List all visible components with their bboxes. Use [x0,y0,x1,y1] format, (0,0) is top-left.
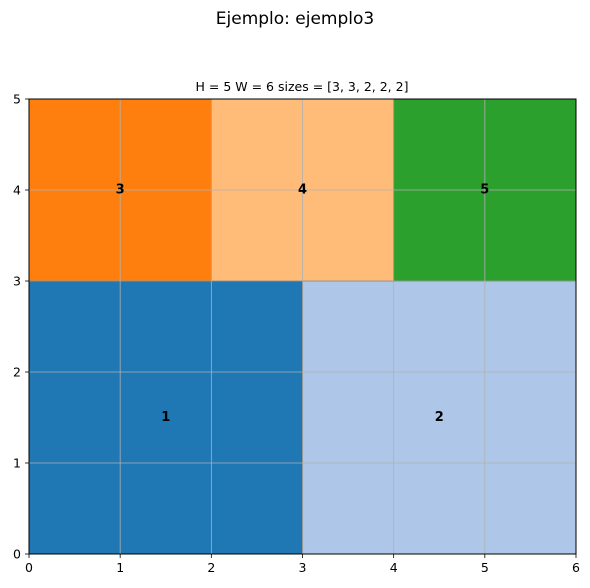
x-tick-label-1: 1 [116,560,124,575]
y-tick-label-2: 2 [13,365,21,380]
rectangle-label-3: 3 [116,183,125,198]
y-tick-label-0: 0 [13,547,21,562]
y-tick-label-1: 1 [13,456,21,471]
rectangle-1 [28,280,303,555]
y-axis-ticks: 0 1 2 3 4 5 [13,92,29,562]
x-tick-label-5: 5 [481,560,489,575]
x-axis-ticks: 0 1 2 3 4 5 6 [25,554,580,575]
x-tick-label-6: 6 [572,560,580,575]
rectangle-label-2: 2 [435,410,444,425]
x-tick-label-0: 0 [25,560,33,575]
figure-suptitle: Ejemplo: ejemplo3 [216,9,374,29]
rectangle-2 [302,280,577,555]
x-tick-label-2: 2 [207,560,215,575]
rectangle-label-4: 4 [298,183,307,198]
x-tick-label-3: 3 [299,560,307,575]
rectangle-labels: 1 2 3 4 5 [116,183,490,426]
x-tick-label-4: 4 [390,560,398,575]
rectangle-label-5: 5 [480,183,489,198]
chart-title: H = 5 W = 6 sizes = [3, 3, 2, 2, 2] [196,79,409,94]
rectangle-label-1: 1 [161,410,170,425]
y-tick-label-5: 5 [13,92,21,107]
plot-area: 1 2 3 4 5 0 1 2 3 4 5 6 0 1 2 3 4 5 [13,92,580,576]
y-tick-label-4: 4 [13,183,21,198]
y-tick-label-3: 3 [13,274,21,289]
